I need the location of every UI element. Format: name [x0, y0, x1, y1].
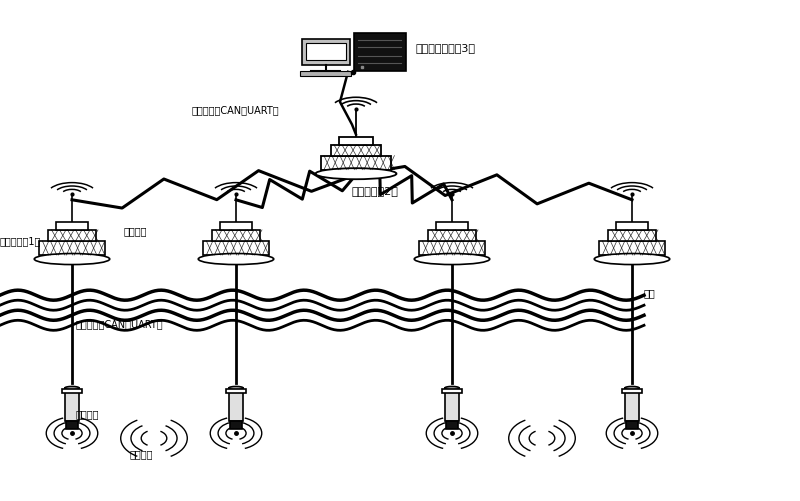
Text: 有线通信（CAN或UART）: 有线通信（CAN或UART） [192, 105, 280, 115]
FancyBboxPatch shape [446, 421, 458, 429]
Text: 有线通信（CAN或UART）: 有线通信（CAN或UART） [76, 318, 164, 328]
FancyBboxPatch shape [62, 389, 82, 393]
FancyBboxPatch shape [622, 389, 642, 393]
Text: 汇聚节点（2）: 汇聚节点（2） [352, 185, 399, 195]
Ellipse shape [445, 387, 459, 390]
FancyBboxPatch shape [436, 222, 468, 230]
Text: 系统管理中心（3）: 系统管理中心（3） [416, 43, 476, 53]
FancyBboxPatch shape [625, 388, 639, 421]
Ellipse shape [414, 254, 490, 265]
FancyBboxPatch shape [39, 241, 105, 256]
Ellipse shape [315, 169, 397, 180]
FancyBboxPatch shape [616, 222, 648, 230]
FancyBboxPatch shape [321, 156, 391, 170]
FancyBboxPatch shape [442, 389, 462, 393]
FancyBboxPatch shape [230, 421, 242, 429]
FancyBboxPatch shape [300, 72, 351, 77]
FancyBboxPatch shape [56, 222, 88, 230]
Text: 射频通信: 射频通信 [124, 225, 147, 235]
FancyBboxPatch shape [445, 388, 459, 421]
Text: 水面: 水面 [644, 288, 656, 298]
Text: 水声通信: 水声通信 [130, 448, 154, 458]
FancyBboxPatch shape [608, 230, 656, 241]
Ellipse shape [65, 387, 79, 390]
FancyBboxPatch shape [339, 137, 373, 145]
FancyBboxPatch shape [48, 230, 96, 241]
Ellipse shape [198, 254, 274, 265]
FancyBboxPatch shape [65, 388, 79, 421]
FancyBboxPatch shape [212, 230, 260, 241]
FancyBboxPatch shape [229, 388, 243, 421]
FancyBboxPatch shape [220, 222, 252, 230]
FancyBboxPatch shape [599, 241, 665, 256]
FancyBboxPatch shape [306, 44, 346, 61]
Ellipse shape [229, 387, 243, 390]
Ellipse shape [625, 387, 639, 390]
FancyBboxPatch shape [354, 34, 406, 72]
FancyBboxPatch shape [66, 421, 78, 429]
Ellipse shape [34, 254, 110, 265]
Text: 中继节点（1）: 中继节点（1） [0, 235, 42, 245]
Ellipse shape [594, 254, 670, 265]
FancyBboxPatch shape [226, 389, 246, 393]
FancyBboxPatch shape [203, 241, 269, 256]
FancyBboxPatch shape [419, 241, 485, 256]
FancyBboxPatch shape [302, 40, 350, 66]
FancyBboxPatch shape [626, 421, 638, 429]
FancyBboxPatch shape [330, 145, 382, 156]
Text: 测试节点: 测试节点 [76, 408, 99, 418]
FancyBboxPatch shape [428, 230, 476, 241]
